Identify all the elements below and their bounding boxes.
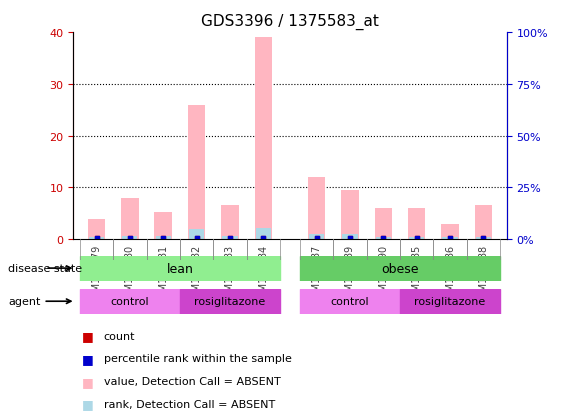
Text: lean: lean <box>167 262 193 275</box>
Point <box>346 235 355 242</box>
Bar <box>308 178 325 240</box>
Text: control: control <box>330 297 369 306</box>
Point <box>379 235 388 242</box>
Bar <box>341 190 359 240</box>
Point <box>126 235 135 242</box>
Bar <box>221 206 239 240</box>
Bar <box>254 38 272 240</box>
Bar <box>300 256 500 281</box>
Text: disease state: disease state <box>8 263 82 273</box>
Text: rosiglitazone: rosiglitazone <box>414 297 486 306</box>
Bar <box>441 224 459 240</box>
Point <box>192 235 201 242</box>
Bar <box>409 237 425 240</box>
Bar <box>189 229 204 240</box>
Bar <box>80 256 280 281</box>
Bar <box>188 105 205 240</box>
Bar <box>88 220 105 240</box>
Point <box>92 235 101 242</box>
Bar <box>443 237 458 240</box>
Point <box>92 235 101 242</box>
Bar <box>155 236 171 240</box>
Bar <box>376 237 391 240</box>
Bar <box>408 209 426 240</box>
Point <box>412 235 421 242</box>
Text: obese: obese <box>381 262 419 275</box>
Point <box>479 235 488 242</box>
Bar <box>122 236 137 240</box>
Text: rank, Detection Call = ABSENT: rank, Detection Call = ABSENT <box>104 399 275 409</box>
Point <box>192 235 201 242</box>
Bar <box>309 235 324 240</box>
Point <box>445 235 454 242</box>
Point <box>259 235 268 242</box>
Text: count: count <box>104 331 135 341</box>
Point <box>312 235 321 242</box>
Point <box>225 235 234 242</box>
Point <box>346 235 355 242</box>
Point <box>479 235 488 242</box>
Point <box>445 235 454 242</box>
Bar <box>154 212 172 240</box>
Text: control: control <box>110 297 149 306</box>
Text: ■: ■ <box>82 329 93 342</box>
Bar <box>256 228 271 240</box>
Text: percentile rank within the sample: percentile rank within the sample <box>104 354 292 363</box>
Bar <box>89 237 104 240</box>
Bar <box>121 198 138 240</box>
Text: value, Detection Call = ABSENT: value, Detection Call = ABSENT <box>104 376 280 386</box>
Text: agent: agent <box>8 297 71 306</box>
Bar <box>180 289 280 314</box>
Text: rosiglitazone: rosiglitazone <box>194 297 266 306</box>
Bar <box>222 236 238 240</box>
Bar <box>342 235 358 240</box>
Text: ■: ■ <box>82 375 93 388</box>
Point <box>159 235 168 242</box>
Bar <box>374 209 392 240</box>
Point <box>312 235 321 242</box>
Bar <box>475 206 492 240</box>
Bar <box>476 237 491 240</box>
Point <box>126 235 135 242</box>
Bar <box>300 289 400 314</box>
Bar <box>80 289 180 314</box>
Point <box>379 235 388 242</box>
Text: ■: ■ <box>82 397 93 411</box>
Point <box>159 235 168 242</box>
Text: ■: ■ <box>82 352 93 365</box>
Bar <box>400 289 500 314</box>
Point <box>412 235 421 242</box>
Point <box>225 235 234 242</box>
Title: GDS3396 / 1375583_at: GDS3396 / 1375583_at <box>201 14 379 30</box>
Point <box>259 235 268 242</box>
